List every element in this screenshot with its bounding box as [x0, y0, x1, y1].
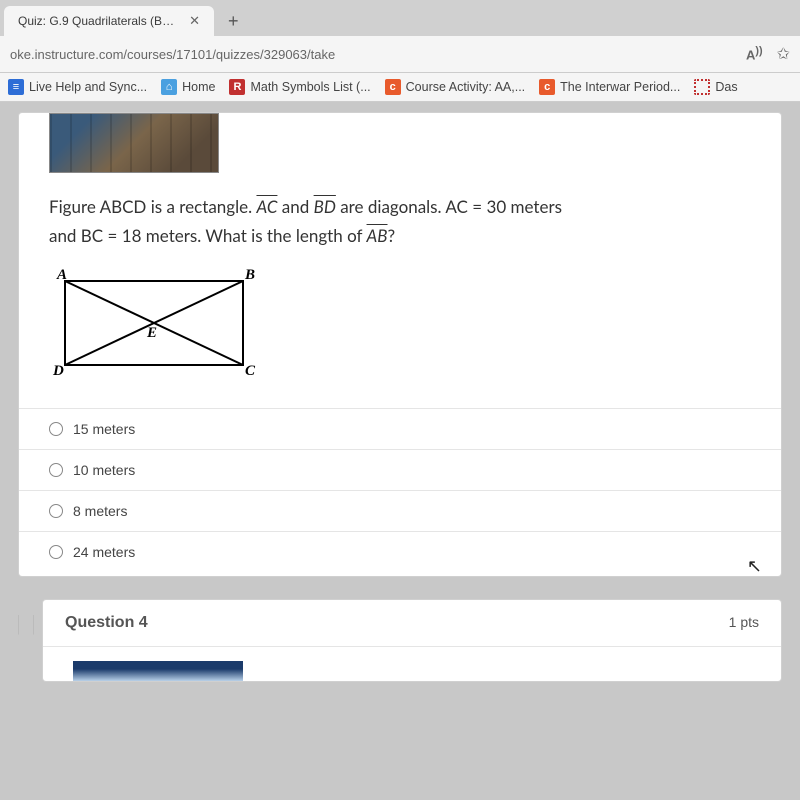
bookmark-label: Das — [715, 80, 737, 94]
address-bar-row: oke.instructure.com/courses/17101/quizze… — [0, 36, 800, 73]
bookmark-interwar[interactable]: c The Interwar Period... — [539, 79, 680, 95]
bookmark-icon: ⌂ — [161, 79, 177, 95]
bookmark-course-activity[interactable]: c Course Activity: AA,... — [385, 79, 526, 95]
bookmark-icon: R — [229, 79, 245, 95]
bookmarks-bar: ≡ Live Help and Sync... ⌂ Home R Math Sy… — [0, 73, 800, 102]
favorite-icon[interactable]: ✩ — [777, 44, 790, 64]
question-4-card: Question 4 1 pts — [42, 599, 782, 682]
cursor-icon: ↖ — [747, 556, 762, 577]
radio-icon[interactable] — [49, 545, 63, 559]
bookmark-icon: ≡ — [8, 79, 24, 95]
svg-text:E: E — [146, 325, 157, 341]
radio-icon[interactable] — [49, 422, 63, 436]
answer-options: 15 meters 10 meters 8 meters 24 meters — [19, 402, 781, 576]
option-1[interactable]: 15 meters — [19, 408, 781, 449]
read-aloud-icon[interactable]: A)) — [746, 45, 763, 62]
bookmark-label: The Interwar Period... — [560, 80, 680, 94]
active-tab[interactable]: Quiz: G.9 Quadrilaterals (Bahama ✕ — [4, 6, 214, 36]
svg-text:A: A — [56, 267, 67, 283]
bookmark-label: Live Help and Sync... — [29, 80, 147, 94]
bookmark-math-symbols[interactable]: R Math Symbols List (... — [229, 79, 370, 95]
new-tab-button[interactable]: + — [214, 11, 253, 32]
tab-title: Quiz: G.9 Quadrilaterals (Bahama — [18, 14, 179, 28]
loading-icon — [694, 79, 710, 95]
svg-text:B: B — [244, 267, 255, 283]
bookmark-live-help[interactable]: ≡ Live Help and Sync... — [8, 79, 147, 95]
svg-text:C: C — [245, 363, 256, 379]
geometry-figure: A B C D E — [19, 263, 781, 402]
bookmark-label: Home — [182, 80, 215, 94]
question-4-title: Question 4 — [65, 614, 148, 632]
question-image-thumb — [49, 113, 219, 173]
option-label: 8 meters — [73, 503, 127, 519]
option-label: 15 meters — [73, 421, 135, 437]
option-label: 10 meters — [73, 462, 135, 478]
question-4-points: 1 pts — [729, 614, 759, 632]
url-text[interactable]: oke.instructure.com/courses/17101/quizze… — [10, 47, 728, 62]
bookmark-das[interactable]: Das — [694, 79, 737, 95]
bookmark-home[interactable]: ⌂ Home — [161, 79, 215, 95]
bookmark-icon: c — [539, 79, 555, 95]
svg-text:D: D — [52, 363, 64, 379]
bookmark-icon: c — [385, 79, 401, 95]
radio-icon[interactable] — [49, 463, 63, 477]
option-label: 24 meters — [73, 544, 135, 560]
option-3[interactable]: 8 meters — [19, 490, 781, 531]
option-2[interactable]: 10 meters — [19, 449, 781, 490]
question-4-image — [73, 661, 243, 681]
close-icon[interactable]: ✕ — [189, 13, 200, 29]
tab-bar: Quiz: G.9 Quadrilaterals (Bahama ✕ + — [0, 0, 800, 36]
question-text: Figure ABCD is a rectangle. AC and BD ar… — [19, 185, 781, 263]
bookmark-label: Course Activity: AA,... — [406, 80, 526, 94]
question-card: Figure ABCD is a rectangle. AC and BD ar… — [18, 112, 782, 577]
flag-question-icon[interactable] — [18, 615, 34, 635]
bookmark-label: Math Symbols List (... — [250, 80, 370, 94]
rectangle-diagram: A B C D E — [49, 267, 259, 379]
option-4[interactable]: 24 meters — [19, 531, 781, 572]
radio-icon[interactable] — [49, 504, 63, 518]
